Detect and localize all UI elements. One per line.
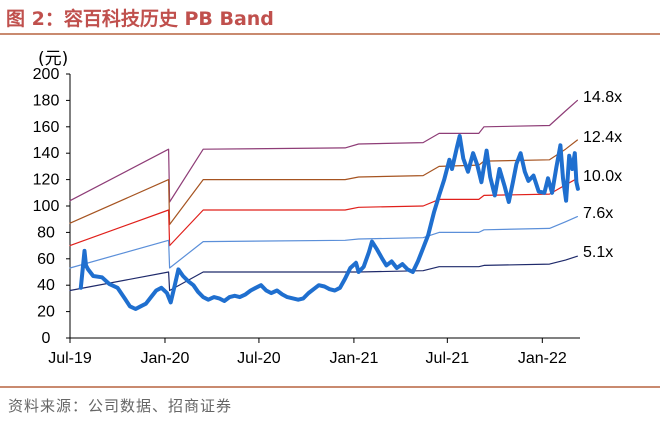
band-label: 10.0x [583, 168, 622, 185]
price-line [78, 134, 580, 311]
x-tick-label: Jul-19 [48, 350, 92, 367]
footer-divider [0, 386, 660, 388]
pb-band-line [69, 255, 578, 292]
band-label: 14.8x [583, 89, 622, 106]
band-label: 5.1x [583, 244, 613, 261]
y-tick-label: 100 [33, 198, 60, 215]
y-tick-label: 80 [37, 224, 55, 241]
y-tick-label: 60 [37, 251, 55, 268]
band-label: 7.6x [583, 205, 613, 222]
x-tick-label: Jul-21 [426, 350, 470, 367]
x-tick-label: Jan-22 [518, 350, 567, 367]
x-tick-label: Jan-21 [329, 350, 378, 367]
y-tick-label: 180 [33, 92, 60, 109]
y-tick-label: 160 [33, 119, 60, 136]
y-tick-label: 120 [33, 172, 60, 189]
x-tick-label: Jul-20 [237, 350, 281, 367]
y-tick-label: 0 [42, 330, 51, 347]
band-label: 12.4x [583, 129, 622, 146]
y-tick-label: 20 [37, 304, 55, 321]
pb-band-line [69, 216, 578, 269]
pb-band-line [69, 177, 578, 247]
y-tick-label: 140 [33, 145, 60, 162]
title-divider [0, 33, 660, 35]
x-tick-label: Jan-20 [141, 350, 190, 367]
pb-band-line [69, 139, 578, 226]
source-note: 资料来源：公司数据、招商证券 [8, 397, 233, 415]
pb-band-line [69, 99, 578, 203]
y-axis-unit: (元) [38, 49, 68, 69]
y-tick-label: 40 [37, 277, 55, 294]
chart-title: 图 2：容百科技历史 PB Band [6, 8, 274, 30]
y-tick-label: 200 [33, 66, 60, 83]
